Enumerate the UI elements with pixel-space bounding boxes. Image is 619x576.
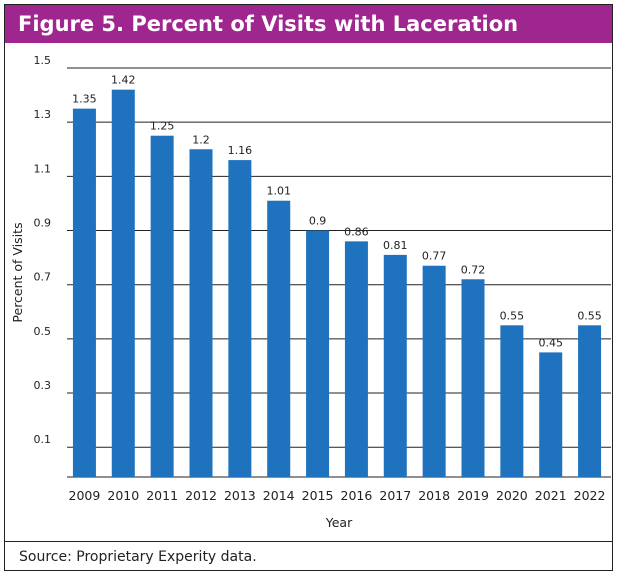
y-tick-label: 0.3 xyxy=(34,379,52,392)
bar xyxy=(72,108,96,477)
x-tick-label: 2012 xyxy=(185,488,217,503)
bar-value-label: 0.81 xyxy=(383,239,408,252)
figure-frame: Figure 5. Percent of Visits with Lacerat… xyxy=(4,4,613,571)
bar-value-label: 1.42 xyxy=(111,74,136,87)
bar xyxy=(344,241,368,477)
figure-title: Figure 5. Percent of Visits with Lacerat… xyxy=(5,5,612,43)
bar-value-label: 1.25 xyxy=(150,120,175,133)
bar xyxy=(150,135,174,477)
bar xyxy=(539,352,563,477)
bar xyxy=(111,89,135,477)
x-tick-label: 2011 xyxy=(146,488,178,503)
bar-value-label: 1.35 xyxy=(72,93,97,106)
bar-value-label: 0.55 xyxy=(577,309,602,322)
x-tick-label: 2022 xyxy=(574,488,606,503)
x-tick-label: 2019 xyxy=(457,488,489,503)
bar xyxy=(383,254,407,477)
bar-value-label: 0.86 xyxy=(344,225,369,238)
x-tick-label: 2016 xyxy=(341,488,373,503)
x-tick-label: 2015 xyxy=(302,488,334,503)
bar xyxy=(500,325,524,477)
bar xyxy=(228,160,252,477)
bar xyxy=(578,325,602,477)
y-tick-label: 0.9 xyxy=(34,217,52,230)
chart-area: 0.1 0.3 0.5 0.7 0.9 1.1 1.3 1.5 1.35 2009 1.42 2010… xyxy=(5,43,612,541)
bar-value-label: 0.77 xyxy=(422,250,447,263)
y-tick-label: 1.1 xyxy=(34,162,52,175)
y-tick-label: 0.5 xyxy=(34,325,52,338)
y-axis-title: Percent of Visits xyxy=(10,222,25,322)
bar-value-label: 1.2 xyxy=(192,133,210,146)
y-tick-label: 0.7 xyxy=(34,271,52,284)
bar xyxy=(422,265,446,477)
bar xyxy=(189,149,213,477)
x-tick-label: 2017 xyxy=(379,488,411,503)
x-tick-label: 2014 xyxy=(263,488,295,503)
x-tick-label: 2021 xyxy=(535,488,567,503)
bar xyxy=(306,230,330,477)
x-axis-title: Year xyxy=(325,515,353,530)
bar-chart: 0.1 0.3 0.5 0.7 0.9 1.1 1.3 1.5 1.35 2009 1.42 2010… xyxy=(10,54,611,530)
y-tick-label: 1.3 xyxy=(34,108,52,121)
bar-value-label: 0.72 xyxy=(461,263,486,276)
bar-value-label: 1.16 xyxy=(228,144,253,157)
bar-value-label: 0.9 xyxy=(309,215,327,228)
bar-value-label: 1.01 xyxy=(266,185,291,198)
source-note: Source: Proprietary Experity data. xyxy=(5,541,612,571)
x-tick-label: 2018 xyxy=(418,488,450,503)
bar xyxy=(267,200,291,477)
x-tick-label: 2009 xyxy=(69,488,101,503)
y-tick-label: 0.1 xyxy=(34,433,52,446)
y-tick-label: 1.5 xyxy=(34,54,52,67)
bar xyxy=(461,279,485,477)
bar-value-label: 0.45 xyxy=(538,336,563,349)
bar-value-label: 0.55 xyxy=(500,309,525,322)
x-tick-label: 2013 xyxy=(224,488,256,503)
x-tick-label: 2020 xyxy=(496,488,528,503)
x-tick-label: 2010 xyxy=(107,488,139,503)
